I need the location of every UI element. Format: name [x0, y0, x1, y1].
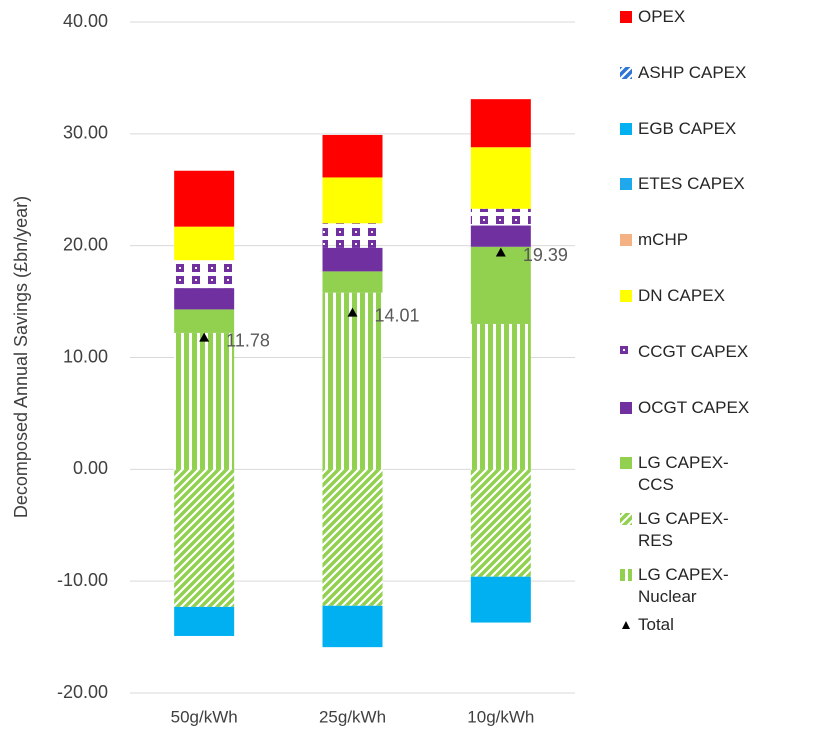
bar-segment — [470, 208, 531, 226]
total-marker — [495, 247, 506, 257]
legend-swatch — [620, 569, 632, 581]
y-tick-label: 20.00 — [63, 234, 108, 254]
legend-swatch — [620, 234, 632, 247]
bar-segment — [174, 606, 235, 636]
legend-label: CCGT CAPEX — [638, 341, 749, 361]
legend-swatch — [620, 122, 632, 135]
bar-segment — [322, 292, 383, 470]
bar-segment — [322, 605, 383, 648]
x-tick-label: 50g/kWh — [171, 707, 238, 726]
legend-swatch-fill — [620, 11, 632, 23]
legend-swatch — [622, 620, 630, 629]
legend-swatch — [620, 290, 632, 302]
legend-label: OPEX — [638, 7, 686, 26]
bar-segment — [470, 246, 531, 324]
legend-label: OCGT CAPEX — [638, 397, 750, 417]
total-marker — [347, 307, 358, 317]
legend-item: Total — [620, 614, 810, 636]
legend-swatch-fill — [620, 234, 632, 247]
legend-label: ASHP CAPEX — [638, 62, 747, 82]
legend-swatch-fill — [620, 569, 632, 581]
bar-segment — [174, 226, 235, 261]
legend-swatch-fill — [620, 345, 632, 358]
bar-segment — [174, 260, 235, 289]
legend-marker — [622, 620, 630, 629]
legend-label: ETES CAPEX — [638, 174, 745, 194]
bar-segment — [174, 309, 235, 333]
total-label: 19.39 — [523, 245, 568, 265]
legend-label: EGB CAPEX — [638, 118, 737, 138]
x-tick-label: 10g/kWh — [467, 707, 534, 726]
legend-swatch — [620, 178, 632, 191]
bar-segment — [470, 147, 531, 209]
x-tick-label: 25g/kWh — [319, 707, 386, 726]
legend-swatch-fill — [620, 513, 632, 526]
legend-label: LG CAPEX-RES — [638, 509, 729, 551]
legend-swatch — [620, 457, 632, 470]
legend-swatch-fill — [620, 401, 632, 414]
bar-segment — [470, 323, 531, 470]
bar-segment — [470, 576, 531, 623]
legend-item: LG CAPEX-RES — [620, 508, 810, 552]
legend-label: mCHP — [638, 230, 689, 250]
legend-item: mCHP — [620, 229, 810, 251]
legend-item: OCGT CAPEX — [620, 397, 810, 419]
total-label: 11.78 — [226, 330, 270, 350]
legend-item: LG CAPEX-Nuclear — [620, 564, 810, 608]
bar-segment — [322, 134, 383, 178]
legend-swatch — [620, 11, 632, 23]
y-tick-label: 0.00 — [73, 458, 108, 478]
legend-item: CCGT CAPEX — [620, 341, 810, 363]
legend-swatch-fill — [620, 290, 632, 302]
total-label: 14.01 — [375, 305, 420, 325]
bar-segment — [470, 99, 531, 148]
y-tick-label: 30.00 — [63, 123, 108, 143]
bar-segment — [470, 225, 531, 247]
y-tick-label: -10.00 — [57, 570, 108, 590]
bar-segment — [174, 332, 235, 470]
bar-segment — [174, 288, 235, 310]
legend-swatch — [620, 401, 632, 414]
bar-segment — [322, 223, 383, 248]
legend-item: OPEX — [620, 6, 810, 28]
bar-segment — [322, 271, 383, 293]
total-marker — [199, 332, 210, 342]
bar-segment — [322, 247, 383, 272]
legend-item: DN CAPEX — [620, 285, 810, 307]
bar-segment — [174, 170, 235, 227]
bar-segment — [322, 469, 383, 606]
legend-item: EGB CAPEX — [620, 118, 810, 140]
y-tick-label: 10.00 — [63, 346, 108, 366]
legend-swatch — [620, 345, 632, 358]
legend-swatch-fill — [620, 66, 632, 79]
legend-label: LG CAPEX-CCS — [638, 453, 729, 495]
legend-swatch — [620, 513, 632, 526]
legend-item: ETES CAPEX — [620, 173, 810, 195]
legend-swatch-fill — [620, 122, 632, 135]
legend-swatch-fill — [620, 457, 632, 470]
legend-item: LG CAPEX-CCS — [620, 452, 810, 496]
legend-swatch-fill — [620, 178, 632, 191]
legend-label: Total — [638, 614, 674, 634]
legend-label: DN CAPEX — [638, 286, 725, 305]
y-tick-label: 40.00 — [63, 11, 108, 31]
y-tick-label: -20.00 — [57, 682, 108, 702]
bar-segment — [174, 469, 235, 607]
legend-item: ASHP CAPEX — [620, 62, 810, 84]
y-axis-label: Decomposed Annual Savings (£bn/year) — [11, 196, 31, 518]
bar-segment — [322, 177, 383, 224]
legend-label: LG CAPEX-Nuclear — [638, 565, 729, 606]
legend-swatch — [620, 66, 632, 79]
bar-segment — [470, 469, 531, 577]
